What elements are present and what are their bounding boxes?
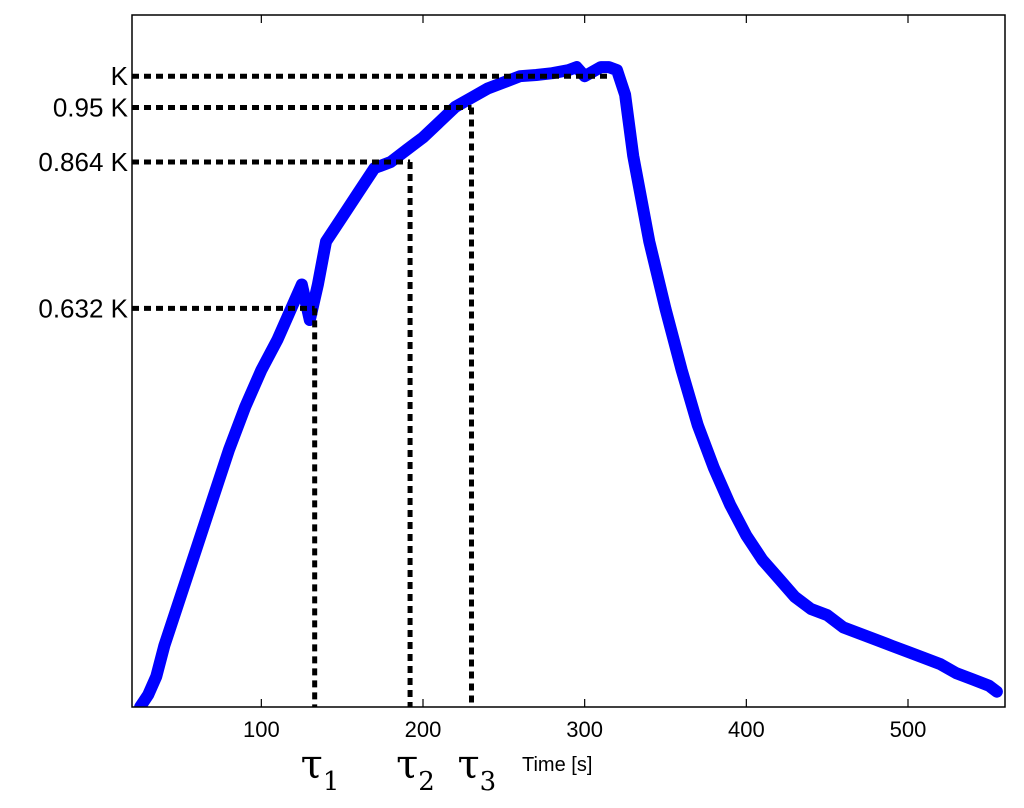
time-constant-labels: τ1 τ2 τ3 [301, 742, 497, 797]
reference-label-3: 0.632 K [38, 293, 128, 323]
tau-label-3: τ3 [458, 742, 497, 797]
x-tick-label-4: 500 [890, 717, 927, 742]
x-tick-label-2: 300 [566, 717, 603, 742]
x-axis-ticks: 100 200 300 400 500 [243, 15, 926, 742]
reference-label-1: 0.95 K [53, 92, 129, 122]
x-tick-label-1: 200 [405, 717, 442, 742]
x-tick-label-0: 100 [243, 717, 280, 742]
reference-label-2: 0.864 K [38, 147, 128, 177]
reference-lines [132, 73, 609, 707]
plot-area [134, 61, 1003, 707]
axes-frame [131, 14, 1006, 708]
tau-label-2: τ2 [396, 742, 435, 797]
reference-label-0: K [111, 61, 129, 91]
x-tick-label-3: 400 [728, 717, 765, 742]
series-line-0 [134, 61, 1003, 707]
reference-labels: K0.95 K 0.864 K 0.632 K [38, 61, 128, 323]
tau-label-1: τ1 [301, 742, 340, 797]
x-axis-label: Time [s] [522, 754, 592, 776]
